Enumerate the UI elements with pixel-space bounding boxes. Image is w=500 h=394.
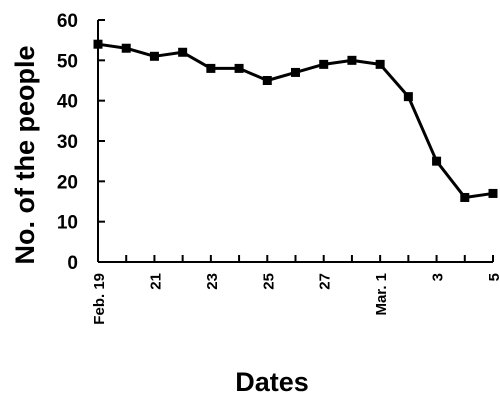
data-point bbox=[375, 59, 385, 69]
x-tick-label: Mar. 1 bbox=[373, 273, 390, 316]
data-point bbox=[347, 55, 357, 65]
data-point bbox=[234, 63, 244, 73]
data-point bbox=[206, 63, 216, 73]
x-ticks: Feb. 19 21 23 25 27 Mar. 1 3 5 bbox=[91, 255, 500, 325]
x-axis-title: Dates bbox=[235, 367, 309, 394]
y-tick-label: 0 bbox=[67, 253, 78, 274]
series-line bbox=[97, 42, 494, 199]
data-point bbox=[178, 47, 188, 57]
x-tick-label: 5 bbox=[486, 273, 500, 281]
y-axis-title: No. of the people bbox=[10, 46, 40, 265]
y-tick-label: 20 bbox=[57, 172, 78, 193]
x-tick-label: 3 bbox=[430, 273, 447, 281]
data-point bbox=[291, 67, 300, 77]
data-point bbox=[262, 76, 272, 85]
x-tick-label: 25 bbox=[260, 273, 277, 290]
x-tick-label: 27 bbox=[317, 273, 334, 290]
x-tick-label: 21 bbox=[147, 273, 164, 290]
data-point bbox=[319, 59, 329, 69]
y-tick-label: 10 bbox=[57, 213, 78, 234]
y-tick-label: 30 bbox=[57, 132, 78, 153]
x-tick-label: Feb. 19 bbox=[91, 273, 108, 325]
y-tick-label: 60 bbox=[57, 11, 78, 32]
data-point bbox=[149, 51, 159, 61]
y-ticks: 0 10 20 30 40 50 60 bbox=[57, 11, 105, 274]
y-tick-label: 50 bbox=[57, 51, 78, 72]
data-point bbox=[432, 156, 442, 166]
data-point bbox=[121, 43, 131, 53]
data-point bbox=[403, 92, 413, 102]
series bbox=[93, 39, 498, 202]
data-point bbox=[93, 39, 103, 49]
x-tick-label: 23 bbox=[204, 273, 221, 290]
y-tick-label: 40 bbox=[57, 92, 78, 113]
data-point bbox=[488, 188, 498, 198]
data-point bbox=[460, 192, 470, 202]
